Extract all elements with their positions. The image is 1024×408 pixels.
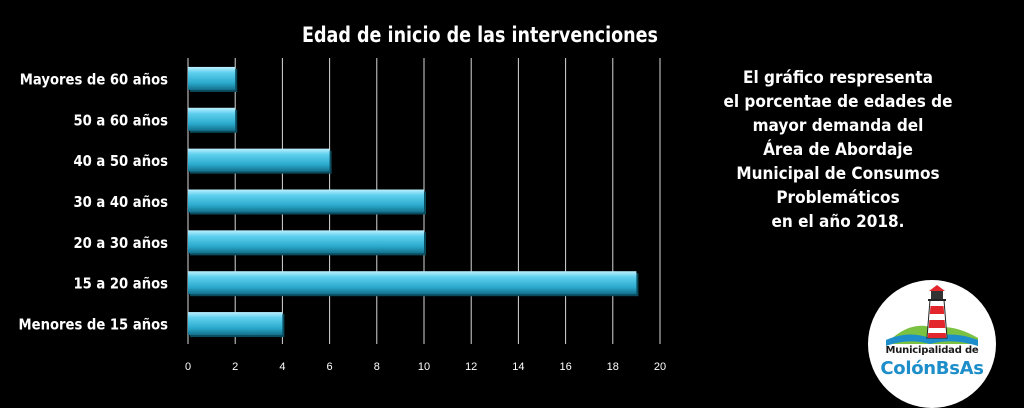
x-tick-label: 20 [654, 361, 666, 373]
bars [188, 66, 639, 338]
bar [188, 66, 236, 90]
caption-line: en el año 2018. [771, 212, 905, 232]
category-label: 30 a 40 años [73, 194, 168, 211]
bar [188, 107, 236, 131]
bar [188, 271, 637, 295]
category-label: Menores de 15 años [19, 317, 168, 334]
bar [188, 189, 424, 213]
caption-line: Municipal de Consumos Problemáticos [736, 164, 940, 208]
x-tick-label: 6 [327, 361, 333, 373]
chart-title: Edad de inicio de las intervenciones [302, 23, 658, 47]
x-tick-label: 0 [185, 361, 191, 373]
category-label: 20 a 30 años [73, 235, 168, 252]
caption-line: mayor demanda del [752, 116, 924, 136]
bar [188, 230, 424, 254]
logo-text-line2: ColónBsAs [880, 358, 984, 379]
lighthouse-icon [886, 285, 978, 346]
caption-line: Área de Abordaje [763, 140, 913, 160]
x-tick-label: 8 [374, 361, 380, 373]
x-tick-label: 12 [465, 361, 477, 373]
x-tick-label: 4 [279, 361, 285, 373]
bar [188, 312, 283, 336]
category-label: 40 a 50 años [73, 153, 168, 170]
logo-text-line1: Municipalidad de [885, 345, 979, 356]
bar [188, 148, 330, 172]
x-tick-labels: 0 2 4 6 8 10 12 14 16 18 20 [185, 361, 666, 373]
chart-caption: El gráfico respresenta el porcentae de e… [685, 66, 991, 234]
x-tick-label: 10 [418, 361, 430, 373]
x-tick-label: 14 [512, 361, 524, 373]
caption-line: el porcentae de edades de [723, 92, 953, 112]
municipality-logo: Municipalidad de ColónBsAs [868, 280, 996, 408]
caption-line: El gráfico respresenta [742, 68, 934, 88]
category-label: 15 a 20 años [73, 276, 168, 293]
x-tick-label: 18 [607, 361, 619, 373]
category-label: Mayores de 60 años [20, 72, 168, 89]
category-label: 50 a 60 años [73, 113, 168, 130]
x-tick-label: 2 [232, 361, 238, 373]
x-tick-label: 16 [559, 361, 571, 373]
category-labels: Mayores de 60 años 50 a 60 años 40 a 50 añ… [19, 72, 168, 334]
